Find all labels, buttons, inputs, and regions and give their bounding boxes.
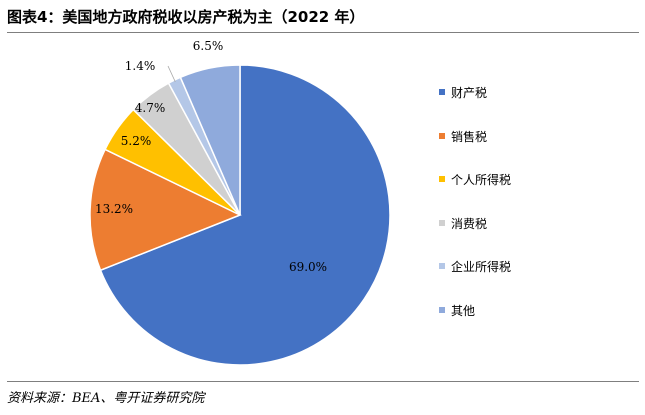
pie-slice-6 — [179, 64, 241, 216]
value-label-2: 13.2% — [95, 202, 133, 216]
legend-swatch-3 — [439, 176, 445, 183]
legend-label-1: 财产税 — [451, 86, 488, 100]
value-label-4: 4.7% — [135, 101, 166, 115]
legend-swatch-1 — [439, 89, 445, 95]
legend-label-6: 其他 — [451, 303, 476, 318]
legend-item-5: 企业所得税 — [439, 258, 511, 302]
legend-label-4: 消费税 — [451, 216, 488, 231]
leader-line-5 — [167, 65, 176, 83]
legend-swatch-6 — [439, 306, 445, 313]
legend-swatch-5 — [439, 263, 445, 270]
legend-item-2: 销售税 — [439, 128, 511, 172]
legend-item-3: 个人所得税 — [439, 171, 511, 215]
legend-item-1: 财产税 — [439, 84, 511, 128]
chart-legend: 财产税销售税个人所得税消费税企业所得税其他 — [439, 84, 511, 346]
figure-title: 图表4：美国地方政府税收以房产税为主（2022 年） — [7, 8, 365, 26]
pie-slice-2 — [89, 148, 242, 272]
legend-item-4: 消费税 — [439, 215, 511, 259]
legend-swatch-4 — [439, 219, 445, 226]
value-label-3: 5.2% — [121, 134, 152, 148]
legend-item-6: 其他 — [439, 302, 511, 346]
pie-slice-1 — [99, 64, 391, 366]
value-label-1: 69.0% — [289, 260, 327, 274]
value-label-5: 1.4% — [125, 59, 156, 73]
top-divider — [7, 32, 639, 33]
legend-swatch-2 — [439, 132, 445, 139]
source-note: 资料来源：BEA、粤开证券研究院 — [7, 391, 205, 406]
legend-label-3: 个人所得税 — [451, 173, 512, 188]
legend-label-5: 企业所得税 — [451, 260, 512, 275]
value-label-6: 6.5% — [193, 39, 224, 53]
bottom-divider — [7, 381, 639, 382]
legend-label-2: 销售税 — [451, 129, 488, 144]
